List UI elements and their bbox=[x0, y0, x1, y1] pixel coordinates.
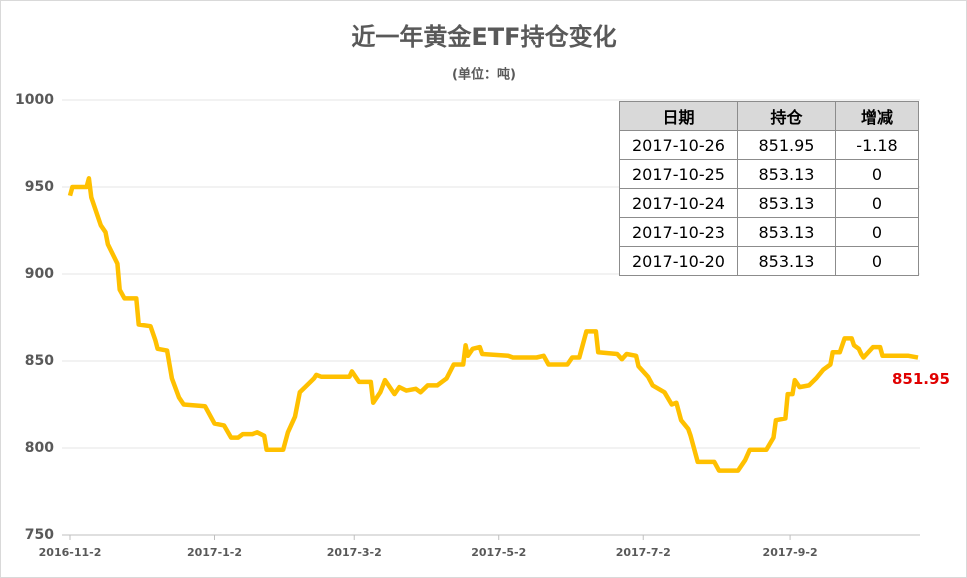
table-cell: 0 bbox=[835, 159, 919, 189]
table-row: 2017-10-25 853.13 0 bbox=[619, 159, 919, 189]
chart-subtitle: (单位：吨) bbox=[452, 67, 516, 83]
table-cell: 0 bbox=[835, 188, 919, 218]
table-row: 2017-10-26 851.95 -1.18 bbox=[619, 130, 919, 160]
y-tick-label: 850 bbox=[25, 353, 54, 369]
x-tick-label: 2017-3-2 bbox=[327, 546, 382, 559]
table-cell: 2017-10-24 bbox=[619, 188, 738, 218]
table-cell: 853.13 bbox=[737, 217, 836, 247]
chart-title: 近一年黄金ETF持仓变化 bbox=[351, 23, 616, 51]
table-cell: 2017-10-25 bbox=[619, 159, 738, 189]
table-cell: 2017-10-20 bbox=[619, 246, 738, 276]
y-tick-label: 1000 bbox=[15, 92, 54, 108]
table-header-cell: 持仓 bbox=[737, 101, 836, 131]
y-tick-label: 950 bbox=[25, 179, 54, 195]
table-cell: 2017-10-23 bbox=[619, 217, 738, 247]
x-tick-label: 2016-11-2 bbox=[39, 546, 102, 559]
table-cell: 0 bbox=[835, 217, 919, 247]
table-cell: 853.13 bbox=[737, 246, 836, 276]
table-cell: 2017-10-26 bbox=[619, 130, 738, 160]
y-tick-label: 800 bbox=[25, 440, 54, 456]
y-tick-label: 750 bbox=[25, 527, 54, 543]
x-tick-label: 2017-7-2 bbox=[616, 546, 671, 559]
table-cell: 853.13 bbox=[737, 188, 836, 218]
x-tick-label: 2017-1-2 bbox=[187, 546, 242, 559]
data-table: 日期 持仓 增减 2017-10-26 851.95 -1.18 2017-10-25 85… bbox=[619, 101, 919, 276]
table-cell: -1.18 bbox=[835, 130, 919, 160]
table-header-cell: 增减 bbox=[835, 101, 919, 131]
table-cell: 0 bbox=[835, 246, 919, 276]
x-tick-label: 2017-9-2 bbox=[763, 546, 818, 559]
last-value-label: 851.95 bbox=[892, 370, 950, 388]
table-body: 2017-10-26 851.95 -1.18 2017-10-25 853.13 0 20… bbox=[619, 130, 919, 276]
table-cell: 853.13 bbox=[737, 159, 836, 189]
table-row: 2017-10-24 853.13 0 bbox=[619, 188, 919, 218]
table-cell: 851.95 bbox=[737, 130, 836, 160]
data-line bbox=[67, 176, 919, 473]
table-header-cell: 日期 bbox=[619, 101, 738, 131]
x-tick-label: 2017-5-2 bbox=[471, 546, 526, 559]
y-tick-label: 900 bbox=[25, 266, 54, 282]
table-row: 2017-10-20 853.13 0 bbox=[619, 246, 919, 276]
table-row: 2017-10-23 853.13 0 bbox=[619, 217, 919, 247]
table-header: 日期 持仓 增减 bbox=[619, 101, 919, 131]
